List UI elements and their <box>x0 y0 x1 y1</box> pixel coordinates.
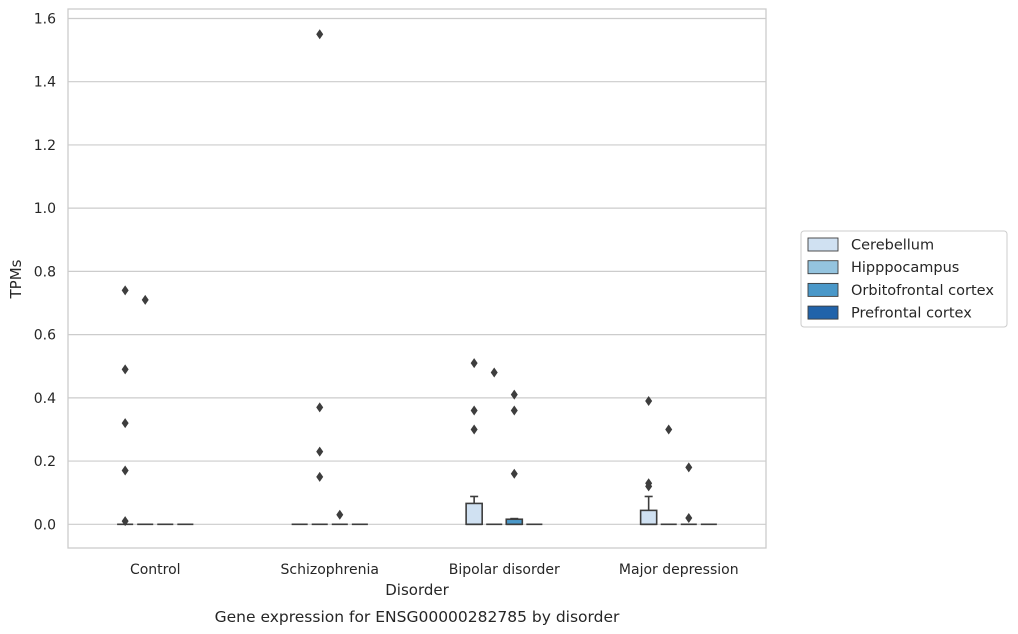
x-tick-label: Bipolar disorder <box>449 562 560 578</box>
y-tick-label: 0.8 <box>34 264 56 280</box>
legend: Cerebellum Hipppocampus Orbitofrontal cort… <box>800 230 1008 328</box>
box <box>465 502 483 526</box>
box-group <box>660 424 677 526</box>
y-tick-labels: 0.0 0.2 0.4 0.6 0.8 1.0 1.2 1.4 1.6 <box>34 11 56 533</box>
y-axis-label: TPMs <box>7 259 25 299</box>
outlier-point <box>510 405 518 416</box>
outlier-point <box>510 389 518 400</box>
outlier-point <box>490 367 498 378</box>
box-group <box>505 389 524 526</box>
box-group <box>137 294 154 526</box>
box-group <box>117 285 134 527</box>
gridlines <box>68 17 766 525</box>
x-axis-label: Disorder <box>385 581 449 599</box>
y-tick-label: 1.2 <box>34 138 56 154</box>
outlier-point <box>510 468 518 479</box>
y-tick-label: 0.0 <box>34 517 56 533</box>
outlier-point <box>470 405 478 416</box>
legend-label: Cerebellum <box>851 238 934 254</box>
legend-label: Prefrontal cortex <box>851 306 972 322</box>
x-tick-label: Schizophrenia <box>281 562 379 578</box>
outlier-point <box>121 465 129 476</box>
legend-swatch <box>807 305 839 320</box>
box-group <box>680 462 697 526</box>
outlier-point <box>470 424 478 435</box>
y-tick-label: 1.6 <box>34 11 56 27</box>
outlier-point <box>121 516 129 527</box>
outlier-point <box>316 446 324 457</box>
outlier-point <box>141 294 149 305</box>
legend-swatch <box>807 282 839 297</box>
y-tick-label: 0.2 <box>34 454 56 470</box>
x-tick-label: Major depression <box>619 562 739 578</box>
legend-frame <box>800 230 1008 328</box>
outlier-point <box>121 418 129 429</box>
outlier-point <box>121 364 129 375</box>
box-group <box>311 29 328 526</box>
box-group <box>486 367 503 526</box>
outlier-point <box>685 512 693 523</box>
outlier-point <box>336 509 344 520</box>
y-tick-label: 0.6 <box>34 328 56 344</box>
legend-label: Orbitofrontal cortex <box>851 283 994 299</box>
boxes <box>117 29 717 527</box>
box <box>639 509 658 526</box>
outlier-point <box>470 358 478 369</box>
box-group <box>465 358 483 526</box>
box-group <box>639 396 658 526</box>
outlier-point <box>316 402 324 413</box>
legend-swatch <box>807 260 839 275</box>
legend-label: Hipppocampus <box>851 260 959 276</box>
legend-swatch <box>807 237 839 252</box>
y-tick-label: 1.4 <box>34 75 56 91</box>
outlier-point <box>316 29 324 40</box>
plot-frame <box>67 8 767 549</box>
outlier-point <box>316 471 324 482</box>
outlier-point <box>665 424 673 435</box>
y-tick-label: 0.4 <box>34 391 56 407</box>
y-tick-label: 1.0 <box>34 201 56 217</box>
outlier-point <box>645 396 653 406</box>
outlier-point <box>685 462 693 473</box>
outlier-point <box>645 481 653 492</box>
chart-caption: Gene expression for ENSG00000282785 by d… <box>215 608 620 626</box>
outlier-point <box>121 285 129 296</box>
x-tick-labels: Control Schizophrenia Bipolar disorder Majo… <box>130 562 739 578</box>
x-tick-label: Control <box>130 562 181 578</box>
box-group <box>331 509 348 526</box>
